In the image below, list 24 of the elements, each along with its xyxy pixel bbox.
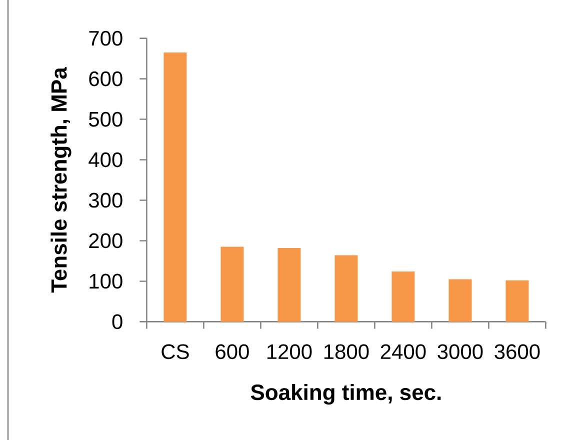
bar [164, 52, 187, 322]
x-tick-label: 3000 [438, 344, 483, 360]
bar [506, 280, 529, 322]
x-axis-title: Soaking time, sec. [250, 384, 441, 405]
x-tick-label: 600 [216, 344, 249, 360]
x-tick-label: CS [162, 344, 189, 360]
bar [334, 255, 358, 322]
bar [448, 279, 472, 322]
y-tick-label: 100 [90, 274, 122, 289]
y-tick-label: 0 [112, 314, 122, 330]
y-tick-label: 300 [88, 192, 122, 208]
y-tick-label: 700 [89, 30, 122, 46]
y-axis-title: Tensile strength, MPa [50, 66, 72, 293]
x-tick-label: 3600 [494, 344, 540, 360]
y-tick-label: 600 [89, 71, 122, 86]
x-tick-label: 1200 [267, 344, 312, 360]
y-tick-label: 200 [89, 233, 122, 248]
y-tick-label: 500 [88, 112, 122, 127]
bar [278, 248, 301, 322]
bar [220, 246, 244, 322]
x-tick-label: 2400 [380, 344, 426, 360]
y-tick-label: 400 [88, 152, 122, 168]
x-tick-label: 1800 [324, 344, 369, 360]
bar [392, 272, 415, 322]
